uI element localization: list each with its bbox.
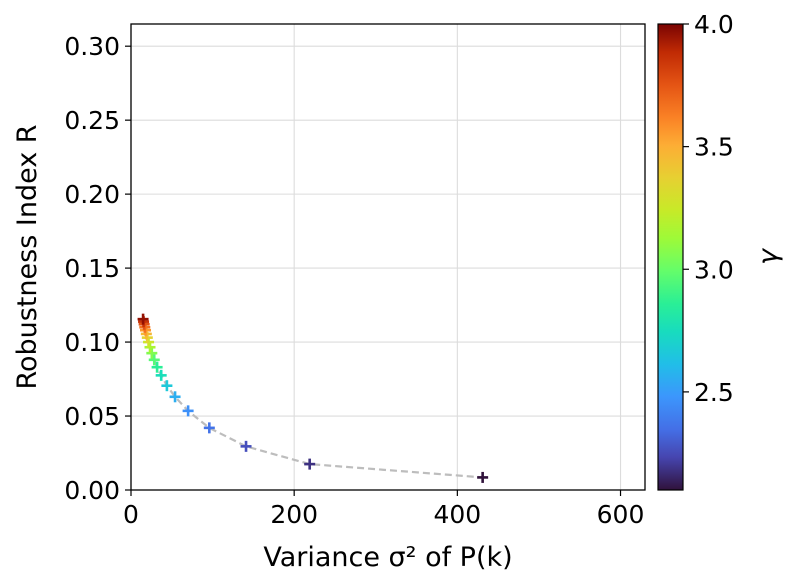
y-tick-label: 0.00 <box>64 476 120 505</box>
data-point <box>169 391 181 403</box>
x-tick-label: 400 <box>433 500 481 529</box>
data-point <box>161 380 173 392</box>
x-tick-label: 600 <box>597 500 645 529</box>
y-axis-ticks: 0.00 0.05 0.10 0.15 0.20 0.25 0.30 <box>64 32 131 505</box>
colorbar-frame <box>657 23 684 491</box>
data-point <box>477 471 489 483</box>
data-point <box>182 405 194 417</box>
data-point <box>151 361 163 373</box>
data-point <box>137 313 149 325</box>
y-axis-label: Robustness Index R <box>12 124 43 389</box>
colorbar-tick-label: 3.5 <box>694 133 734 162</box>
colorbar: 2.5 3.0 3.5 4.0 γ <box>657 10 784 491</box>
x-axis-ticks: 0 200 400 600 <box>123 490 644 529</box>
y-tick-label: 0.15 <box>64 254 120 283</box>
grid <box>130 24 645 491</box>
data-point <box>148 354 160 366</box>
data-point <box>144 341 156 353</box>
y-tick-label: 0.20 <box>64 180 120 209</box>
x-tick-label: 0 <box>123 500 139 529</box>
y-tick-label: 0.25 <box>64 106 120 135</box>
colorbar-label: γ <box>753 247 784 265</box>
y-tick-label: 0.10 <box>64 328 120 357</box>
data-point <box>304 458 316 470</box>
x-axis-label: Variance σ² of P(k) <box>263 542 512 573</box>
data-point <box>240 440 252 452</box>
colorbar-tick-label: 4.0 <box>694 10 734 39</box>
plot-frame <box>130 23 646 491</box>
y-tick-label: 0.30 <box>64 32 120 61</box>
data-points <box>137 313 489 483</box>
x-tick-label: 200 <box>270 500 318 529</box>
data-point <box>155 369 167 381</box>
trend-line <box>142 318 483 479</box>
data-point <box>146 347 158 359</box>
colorbar-gradient <box>658 24 683 490</box>
y-tick-label: 0.05 <box>64 402 120 431</box>
data-point <box>203 422 215 434</box>
colorbar-ticks: 2.5 3.0 3.5 4.0 <box>683 10 734 407</box>
colorbar-tick-label: 3.0 <box>694 255 734 284</box>
colorbar-tick-label: 2.5 <box>694 378 734 407</box>
